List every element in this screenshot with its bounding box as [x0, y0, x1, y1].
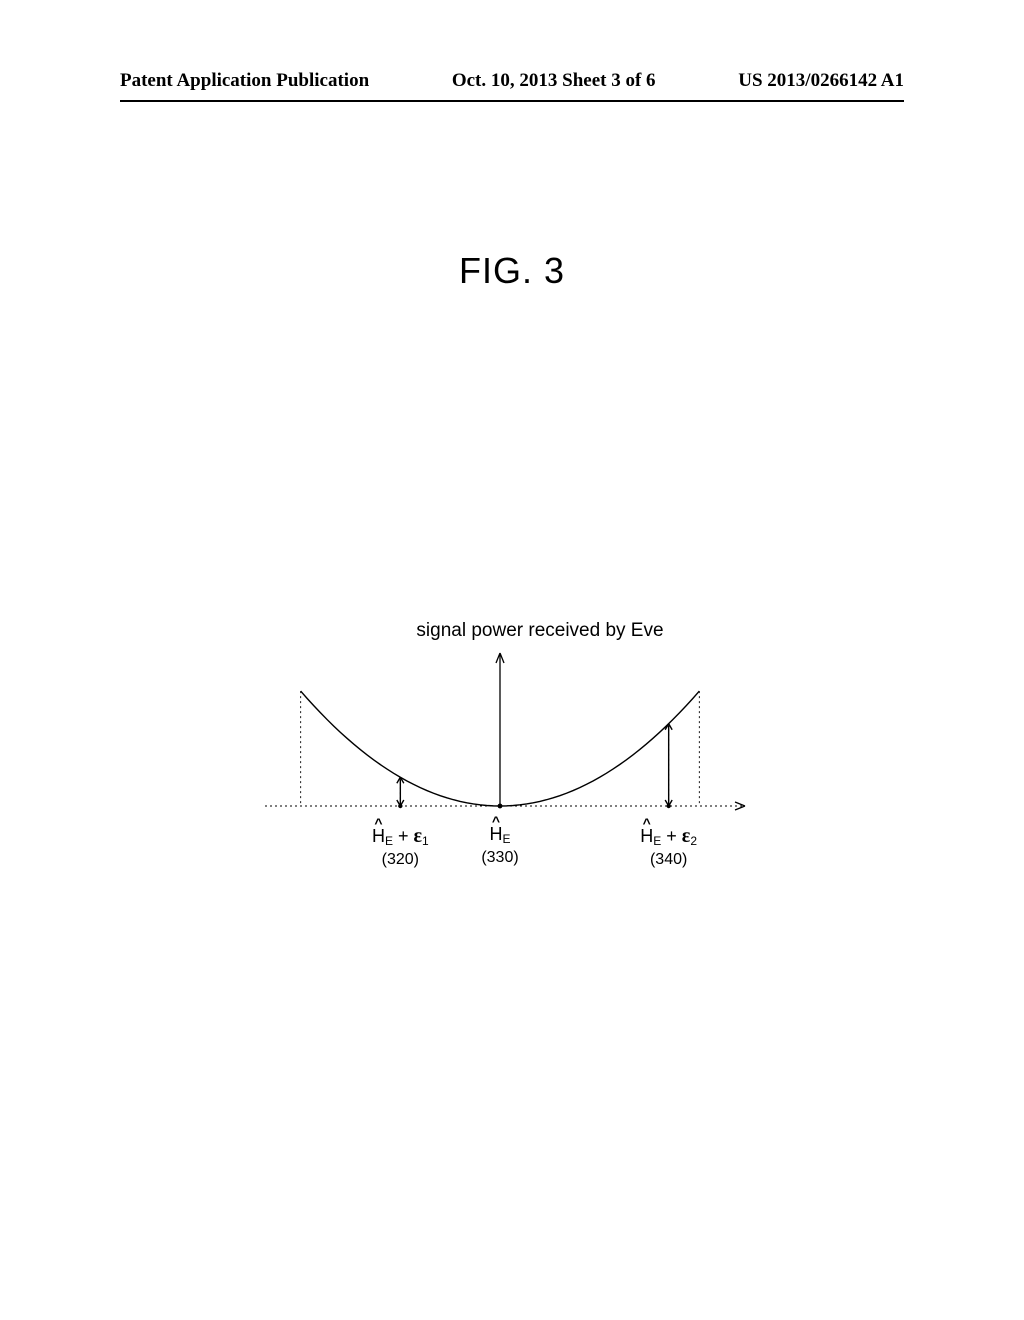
y-axis-label: signal power received by Eve — [320, 620, 760, 642]
x-tick-label-320: HE + ε1(320) — [372, 824, 429, 870]
header-center: Oct. 10, 2013 Sheet 3 of 6 — [452, 70, 656, 92]
x-tick-label-330: HE(330) — [481, 824, 518, 868]
header-right: US 2013/0266142 A1 — [738, 70, 904, 92]
signal-power-chart: signal power received by Eve HE + ε1(320… — [260, 620, 760, 884]
patent-header: Patent Application Publication Oct. 10, … — [0, 70, 1024, 92]
chart-svg — [260, 648, 760, 818]
x-axis-labels: HE + ε1(320) HE(330) HE + ε2(340) — [260, 824, 760, 884]
x-tick-label-340: HE + ε2(340) — [640, 824, 697, 870]
header-rule — [120, 100, 904, 102]
figure-title: FIG. 3 — [0, 250, 1024, 292]
header-left: Patent Application Publication — [120, 70, 369, 92]
